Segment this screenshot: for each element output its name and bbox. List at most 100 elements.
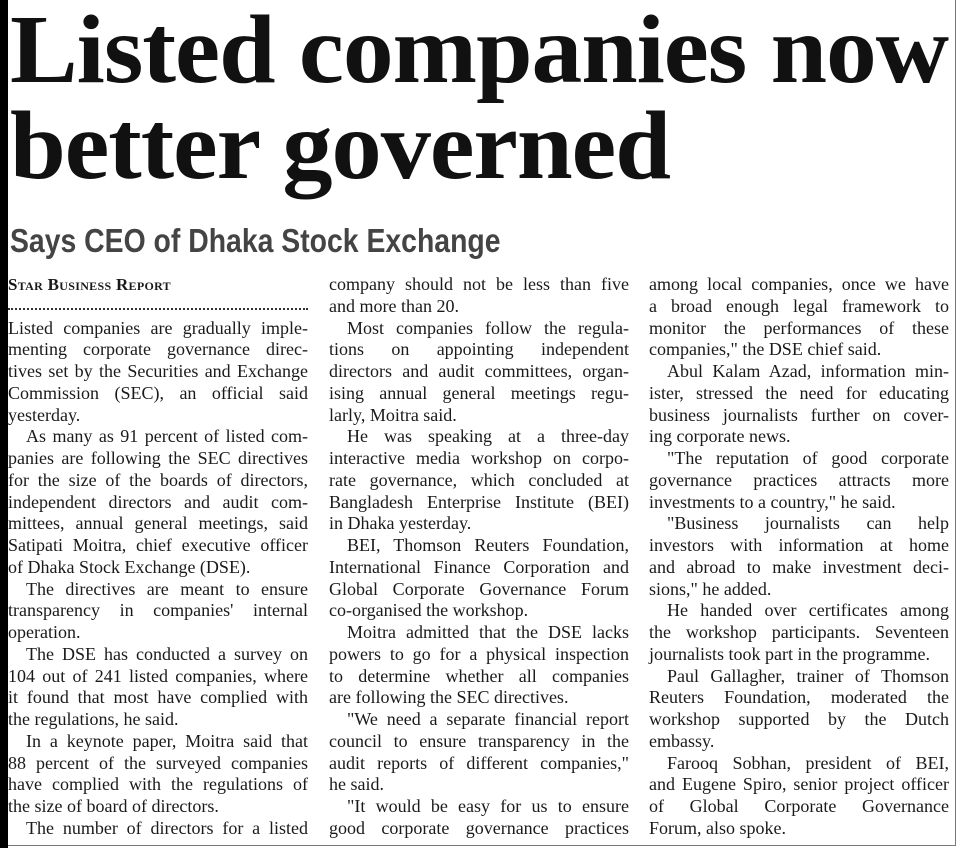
text-line: As many as 91 percent of listed com- bbox=[8, 426, 308, 448]
text-line: the regulations, he said. bbox=[8, 709, 308, 731]
text-line-content: BEI, Thomson Reuters Foundation, bbox=[347, 535, 629, 555]
text-line: Listed companies are gradually imple- bbox=[8, 318, 308, 340]
text-line-content: it found that most have complied with bbox=[8, 687, 308, 708]
text-line: Paul Gallagher, trainer of Thomson bbox=[649, 666, 949, 688]
text-line: ing corporate news. bbox=[649, 426, 949, 448]
text-line-content: Paul Gallagher, trainer of Thomson bbox=[667, 665, 949, 686]
text-line: good corporate governance practices bbox=[329, 818, 629, 840]
text-line: The DSE has conducted a survey on bbox=[8, 644, 308, 666]
text-line-content: company should not be less than five bbox=[329, 274, 629, 294]
paragraph: The DSE has conducted a survey on 104 out… bbox=[8, 644, 308, 731]
text-line-content: "Business journalists can help bbox=[667, 513, 949, 534]
text-line: The directives are meant to ensure bbox=[8, 579, 308, 601]
text-line-content: Farooq Sobhan, president of BEI, bbox=[667, 752, 949, 773]
text-line: ising annual general meetings regu- bbox=[329, 383, 629, 405]
headline-line-1: Listed companies now bbox=[10, 0, 949, 104]
article-column-2: company should not be less than five and … bbox=[329, 274, 629, 840]
text-line: tions on appointing independent bbox=[329, 339, 629, 361]
text-line: "Business journalists can help bbox=[649, 513, 949, 535]
text-line: BEI, Thomson Reuters Foundation, bbox=[329, 535, 629, 557]
text-line: Global Corporate Governance Forum bbox=[329, 579, 629, 601]
text-line-content: council to ensure transparency in the bbox=[329, 730, 629, 751]
text-line-content: tives set by the Securities and Exchange bbox=[8, 361, 308, 381]
text-line-content: 104 out of 241 listed companies, where bbox=[8, 665, 308, 686]
text-line-content: Moitra admitted that the DSE lacks bbox=[347, 622, 629, 642]
text-line-content: of Global Corporate Governance bbox=[649, 796, 949, 816]
text-line-content: the size of board of directors. bbox=[8, 796, 219, 816]
article-column-1: Star Business Report Listed companies ar… bbox=[8, 274, 308, 840]
text-line-content: and Eugene Spiro, senior project officer bbox=[649, 774, 949, 795]
text-line: He was speaking at a three-day bbox=[329, 426, 629, 448]
text-line-content: "It would be easy for us to ensure bbox=[347, 796, 629, 816]
paragraph: Abul Kalam Azad, information min-ister, … bbox=[649, 361, 949, 448]
text-line-content: in Dhaka yesterday. bbox=[329, 513, 472, 534]
paragraph: among local companies, once we have a bro… bbox=[649, 274, 949, 361]
text-line: The number of directors for a listed bbox=[8, 818, 308, 840]
paragraph: "Business journalists can help investors … bbox=[649, 513, 949, 600]
text-line: and Eugene Spiro, senior project officer bbox=[649, 774, 949, 796]
text-line: company should not be less than five bbox=[329, 274, 629, 296]
text-line-content: The DSE has conducted a survey on bbox=[26, 643, 308, 664]
text-line-content: 88 percent of the surveyed companies bbox=[8, 752, 308, 773]
text-line-content: The number of directors for a listed bbox=[26, 817, 308, 838]
text-line-content: Bangladesh Enterprise Institute (BEI) bbox=[329, 491, 629, 512]
text-line-content: He was speaking at a three-day bbox=[347, 426, 629, 447]
text-line: transparency in companies' internal bbox=[8, 600, 308, 622]
paragraph: Most companies follow the regula-tions o… bbox=[329, 318, 629, 427]
text-line: directors and audit committees, organ- bbox=[329, 361, 629, 383]
text-line: monitor the performances of these bbox=[649, 318, 949, 340]
text-line: sions," he added. bbox=[649, 579, 949, 601]
text-line-content: mittees, annual general meetings, said bbox=[8, 513, 308, 534]
text-line-content: for the size of the boards of directors, bbox=[8, 469, 308, 490]
text-line: mittees, annual general meetings, said bbox=[8, 513, 308, 535]
paragraph: The number of directors for a listed bbox=[8, 818, 308, 840]
text-line-content: He handed over certificates among bbox=[667, 600, 949, 621]
text-line-content: larly, Moitra said. bbox=[329, 404, 457, 425]
text-line: independent directors and audit com- bbox=[8, 492, 308, 514]
text-line-content: business journalists further on cover- bbox=[649, 404, 949, 425]
text-line: menting corporate governance direc- bbox=[8, 339, 308, 361]
text-line: In a keynote paper, Moitra said that bbox=[8, 731, 308, 753]
text-line-content: a broad enough legal framework to bbox=[649, 295, 949, 316]
text-line-content: Global Corporate Governance Forum bbox=[329, 578, 629, 599]
text-line-content: tions on appointing independent bbox=[329, 339, 629, 360]
text-line-content: transparency in companies' internal bbox=[8, 600, 308, 621]
text-line: "It would be easy for us to ensure bbox=[329, 796, 629, 818]
text-line-content: the regulations, he said. bbox=[8, 709, 179, 729]
text-line: Reuters Foundation, moderated the bbox=[649, 687, 949, 709]
text-line-content: workshop supported by the Dutch bbox=[649, 709, 949, 729]
paragraph: "It would be easy for us to ensure good c… bbox=[329, 796, 629, 840]
text-line-content: the workshop participants. Seventeen bbox=[649, 622, 949, 642]
text-line: Farooq Sobhan, president of BEI, bbox=[649, 753, 949, 775]
text-line: journalists took part in the programme. bbox=[649, 644, 949, 666]
paragraph: Paul Gallagher, trainer of Thomson Reuter… bbox=[649, 666, 949, 753]
text-line: Forum, also spoke. bbox=[649, 818, 949, 840]
text-line-content: rate governance, which concluded at bbox=[329, 469, 629, 490]
text-line-content: operation. bbox=[8, 622, 81, 642]
text-line: of Dhaka Stock Exchange (DSE). bbox=[8, 557, 308, 579]
text-line: business journalists further on cover- bbox=[649, 405, 949, 427]
text-line-content: ister, stressed the need for educating bbox=[649, 382, 949, 403]
paragraph: Moitra admitted that the DSE lacks powers… bbox=[329, 622, 629, 709]
text-line: in Dhaka yesterday. bbox=[329, 513, 629, 535]
text-line: and abroad to make investment deci- bbox=[649, 557, 949, 579]
text-line: for the size of the boards of directors, bbox=[8, 470, 308, 492]
paragraph: Listed companies are gradually imple-men… bbox=[8, 318, 308, 427]
paragraph: As many as 91 percent of listed com-pani… bbox=[8, 426, 308, 578]
text-line: tives set by the Securities and Exchange bbox=[8, 361, 308, 383]
paragraph: BEI, Thomson Reuters Foundation, Internat… bbox=[329, 535, 629, 622]
text-line-content: "We need a separate financial report bbox=[347, 709, 629, 729]
text-line: "The reputation of good corporate bbox=[649, 448, 949, 470]
paragraph: He was speaking at a three-day interactiv… bbox=[329, 426, 629, 535]
text-line-content: among local companies, once we have bbox=[649, 274, 949, 294]
text-line-content: "The reputation of good corporate bbox=[667, 448, 949, 468]
text-line: 104 out of 241 listed companies, where bbox=[8, 666, 308, 688]
text-line: council to ensure transparency in the bbox=[329, 731, 629, 753]
text-line-content: companies," the DSE chief said. bbox=[649, 339, 882, 360]
text-line: larly, Moitra said. bbox=[329, 405, 629, 427]
text-line: to determine whether all companies bbox=[329, 666, 629, 688]
text-line: International Finance Corporation and bbox=[329, 557, 629, 579]
text-line-content: yesterday. bbox=[8, 404, 81, 425]
text-line: investors with information at home bbox=[649, 535, 949, 557]
text-line-content: have complied with the regulations of bbox=[8, 774, 308, 795]
